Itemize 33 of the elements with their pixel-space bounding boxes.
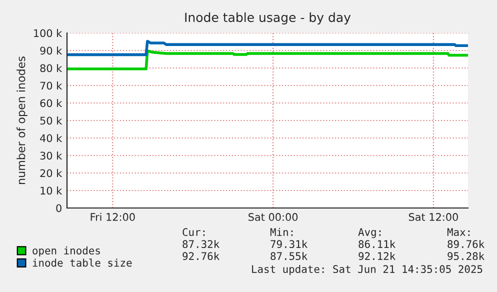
- y-tick-label: 60 k: [40, 99, 62, 108]
- y-tick-label: 10 k: [40, 186, 62, 195]
- y-tick-label: 0: [56, 204, 62, 212]
- line-series: [67, 40, 468, 56]
- text: 95.28k: [448, 252, 484, 260]
- y-tick-label: 50 k: [40, 116, 62, 125]
- text: 86.11k: [358, 240, 396, 248]
- y-tick-label: 100 k: [34, 29, 62, 38]
- text: Max:: [447, 228, 470, 236]
- text: 89.76k: [448, 240, 484, 248]
- y-tick-label: 80 k: [40, 64, 62, 72]
- y-tick-label: 30 k: [40, 152, 62, 160]
- chart-title: Inode table usage - by day: [185, 12, 351, 24]
- text: 79.31k: [270, 240, 308, 248]
- text: Min:: [270, 228, 293, 236]
- text: 87.32k: [182, 240, 220, 248]
- text: 92.76k: [182, 252, 220, 260]
- y-tick-label: 90 k: [40, 46, 62, 55]
- legend-label: open inodes: [32, 246, 100, 257]
- x-tick-label: Fri 12:00: [90, 212, 135, 221]
- text: Avg:: [358, 228, 381, 238]
- y-tick-label: 70 k: [40, 82, 62, 90]
- legend-label: inode table size: [32, 258, 132, 267]
- text: 92.12k: [358, 252, 396, 260]
- y-axis-title: number of open inodes: [16, 56, 28, 184]
- text: 87.55k: [270, 252, 308, 260]
- line-series: [67, 49, 468, 70]
- y-tick-label: 40 k: [40, 134, 62, 142]
- y-tick-label: 20 k: [40, 169, 62, 178]
- x-tick-label: Sat 00:00: [248, 213, 298, 221]
- x-tick-label: Sat 12:00: [408, 213, 458, 221]
- text: Last update: Sat Jun 21 14:35:05 2025: [252, 264, 482, 276]
- text: Cur:: [182, 228, 205, 236]
